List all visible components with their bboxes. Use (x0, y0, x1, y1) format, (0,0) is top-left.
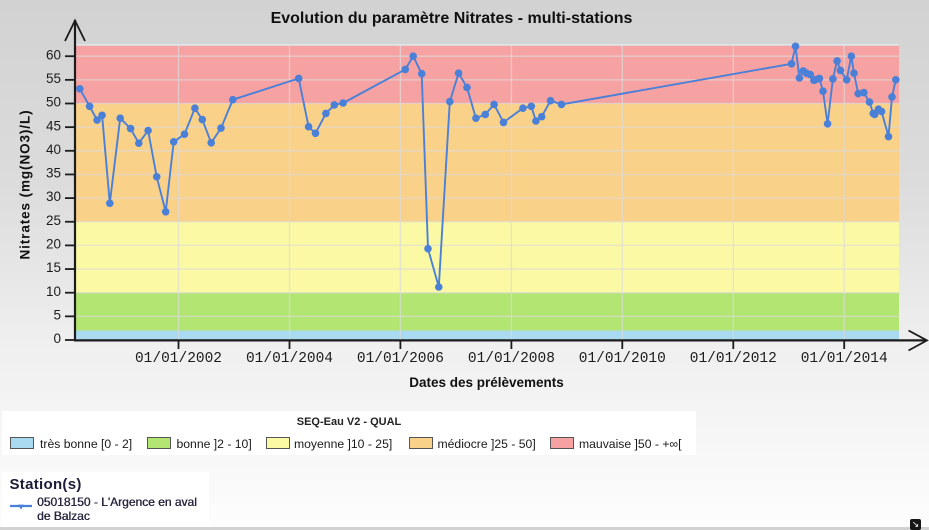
svg-text:35: 35 (46, 166, 61, 181)
svg-text:01/01/2012: 01/01/2012 (690, 351, 777, 367)
svg-text:60: 60 (46, 47, 61, 62)
svg-text:5: 5 (53, 307, 61, 322)
svg-text:45: 45 (46, 118, 61, 133)
svg-text:01/01/2008: 01/01/2008 (468, 351, 555, 367)
svg-text:01/01/2014: 01/01/2014 (801, 351, 888, 367)
svg-text:10: 10 (46, 284, 61, 299)
svg-text:01/01/2002: 01/01/2002 (135, 351, 222, 367)
svg-text:01/01/2004: 01/01/2004 (246, 351, 333, 367)
svg-text:40: 40 (46, 142, 61, 157)
svg-text:25: 25 (46, 213, 61, 228)
svg-text:0: 0 (53, 331, 61, 346)
svg-text:15: 15 (46, 260, 61, 275)
svg-text:55: 55 (46, 71, 61, 86)
svg-text:01/01/2006: 01/01/2006 (357, 351, 444, 367)
svg-text:01/01/2010: 01/01/2010 (579, 351, 666, 367)
svg-text:50: 50 (46, 95, 61, 110)
svg-text:20: 20 (46, 237, 61, 252)
svg-text:30: 30 (46, 189, 61, 204)
